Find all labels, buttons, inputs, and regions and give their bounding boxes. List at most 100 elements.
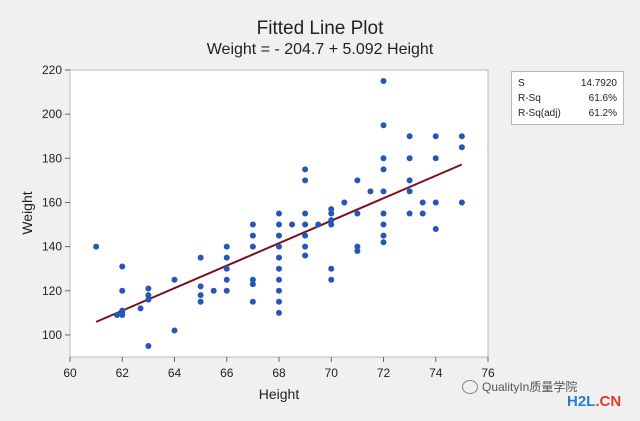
data-point — [197, 292, 204, 299]
data-point — [328, 217, 335, 224]
data-point — [276, 287, 282, 294]
data-point — [406, 177, 413, 184]
stat-row-s: S 14.7920 — [518, 76, 617, 91]
data-point — [276, 221, 282, 228]
data-point — [223, 276, 230, 283]
y-tick-label: 120 — [42, 284, 62, 298]
data-point — [432, 225, 439, 232]
y-tick-label: 140 — [42, 240, 62, 254]
data-point — [302, 243, 309, 250]
data-point — [302, 166, 309, 173]
data-point — [380, 122, 387, 129]
data-point — [145, 285, 152, 292]
data-point — [119, 287, 126, 294]
data-point — [276, 254, 282, 261]
data-point — [328, 206, 335, 213]
data-point — [145, 342, 152, 349]
y-tick-label: 160 — [42, 195, 62, 209]
x-tick-label: 62 — [116, 366, 130, 380]
data-point — [249, 276, 256, 283]
data-point — [171, 276, 178, 283]
data-point — [119, 263, 126, 270]
data-point — [380, 78, 387, 85]
data-point — [145, 296, 152, 303]
axes: 60 62 64 66 68 70 72 74 76 100 120 140 160 180 200 220 — [42, 63, 495, 380]
data-point — [276, 232, 282, 239]
stat-row-rsq-adj: R-Sq(adj) 61.2% — [518, 106, 617, 121]
data-point — [354, 243, 361, 250]
watermark-text: QualityIn质量学院 — [482, 380, 578, 394]
stat-value: 14.7920 — [580, 78, 617, 89]
stat-label: R-Sq(adj) — [518, 108, 561, 119]
data-point — [197, 254, 204, 261]
data-point — [341, 199, 348, 206]
y-axis-label: Weight — [19, 191, 35, 234]
data-point — [197, 298, 204, 305]
data-point — [276, 298, 282, 305]
data-point — [289, 221, 296, 228]
x-tick-label: 74 — [429, 366, 443, 380]
data-point — [432, 133, 439, 140]
data-point — [406, 133, 413, 140]
data-point — [276, 265, 282, 272]
x-tick-label: 72 — [377, 366, 391, 380]
data-point — [223, 265, 230, 272]
chart-subtitle: Weight = - 204.7 + 5.092 Height — [206, 41, 434, 58]
data-point — [249, 298, 256, 305]
stat-value: 61.6% — [588, 93, 617, 104]
data-point — [328, 221, 335, 228]
data-point — [171, 327, 178, 334]
data-point — [432, 155, 439, 162]
data-point — [419, 210, 426, 217]
data-point — [354, 210, 361, 217]
data-point — [458, 133, 465, 140]
data-point — [315, 221, 322, 228]
y-tick-label: 220 — [42, 63, 62, 77]
data-point — [380, 210, 387, 217]
fit-line — [95, 163, 463, 323]
data-point — [93, 243, 100, 250]
data-point — [276, 243, 282, 250]
stat-value: 61.2% — [588, 108, 617, 119]
data-point — [354, 248, 361, 255]
data-point — [276, 276, 282, 283]
x-tick-label: 66 — [220, 366, 234, 380]
data-point — [114, 312, 121, 319]
data-point — [119, 309, 126, 316]
y-tick-label: 180 — [42, 151, 62, 165]
data-point — [302, 177, 309, 184]
data-point — [328, 210, 335, 217]
data-point — [249, 243, 256, 250]
stat-label: R-Sq — [518, 93, 541, 104]
watermark: QualityIn质量学院 — [462, 378, 577, 395]
data-point — [137, 305, 144, 312]
data-point — [328, 265, 335, 272]
data-point — [302, 252, 309, 259]
data-point — [380, 166, 387, 173]
data-point — [276, 309, 282, 316]
x-tick-label: 70 — [325, 366, 339, 380]
stats-box: S 14.7920 R-Sq 61.6% R-Sq(adj) 61.2% — [511, 71, 624, 125]
wechat-icon — [462, 379, 478, 394]
data-point — [223, 287, 230, 294]
x-tick-label: 68 — [272, 366, 286, 380]
x-tick-label: 64 — [168, 366, 182, 380]
chart-title: Fitted Line Plot — [256, 18, 384, 39]
brand-logo-a: H2L — [567, 393, 596, 410]
data-point — [328, 276, 335, 283]
data-point — [145, 292, 152, 299]
x-tick-label: 76 — [481, 366, 495, 380]
data-point — [210, 287, 217, 294]
data-point — [406, 210, 413, 217]
data-point — [302, 232, 309, 239]
stat-label: S — [518, 78, 525, 89]
data-point — [302, 221, 309, 228]
data-point — [458, 144, 465, 151]
data-point — [276, 210, 282, 217]
x-tick-label: 60 — [63, 366, 77, 380]
y-tick-label: 200 — [42, 107, 62, 121]
x-axis-label: Height — [259, 386, 300, 402]
data-point — [419, 199, 426, 206]
data-point — [197, 283, 204, 290]
